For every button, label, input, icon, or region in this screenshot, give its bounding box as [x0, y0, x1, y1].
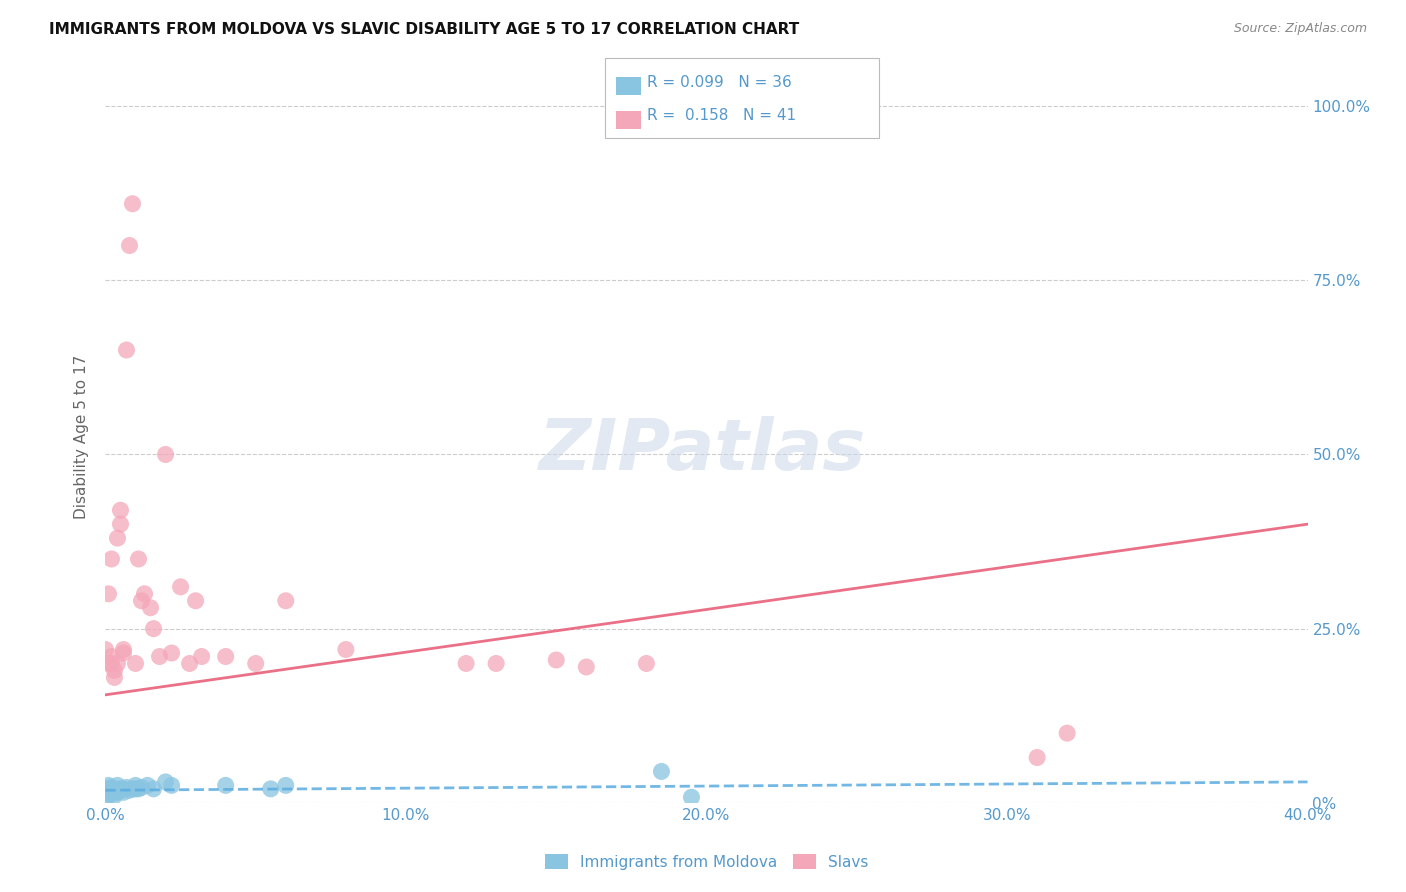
Point	[97, 783, 120, 797]
Point	[142, 622, 165, 636]
Point	[100, 552, 122, 566]
Point	[94, 642, 117, 657]
Point	[107, 783, 129, 797]
Point	[160, 646, 183, 660]
Point	[169, 580, 191, 594]
Point	[128, 552, 150, 566]
Point	[139, 600, 162, 615]
Point	[681, 790, 703, 805]
Point	[546, 653, 568, 667]
Point	[128, 781, 150, 796]
Point	[124, 657, 146, 671]
Point	[335, 642, 357, 657]
Point	[214, 778, 236, 792]
Point	[112, 646, 135, 660]
Point	[136, 778, 159, 792]
Point	[97, 785, 120, 799]
Point	[110, 517, 132, 532]
Point	[160, 778, 183, 792]
Point	[131, 780, 153, 795]
Point	[107, 778, 129, 792]
Point	[103, 789, 125, 803]
Point	[245, 657, 267, 671]
Point	[100, 657, 122, 671]
Point	[107, 785, 129, 799]
Point	[97, 778, 120, 792]
Point	[650, 764, 672, 779]
Point	[575, 660, 598, 674]
Point	[131, 594, 153, 608]
Point	[134, 587, 156, 601]
Text: IMMIGRANTS FROM MOLDOVA VS SLAVIC DISABILITY AGE 5 TO 17 CORRELATION CHART: IMMIGRANTS FROM MOLDOVA VS SLAVIC DISABI…	[49, 22, 800, 37]
Point	[97, 789, 120, 803]
Point	[110, 503, 132, 517]
Point	[121, 196, 143, 211]
Point	[107, 657, 129, 671]
Point	[100, 785, 122, 799]
Text: Source: ZipAtlas.com: Source: ZipAtlas.com	[1233, 22, 1367, 36]
Point	[155, 775, 177, 789]
Point	[454, 657, 477, 671]
Point	[103, 785, 125, 799]
Point	[115, 780, 138, 795]
Legend: Immigrants from Moldova, Slavs: Immigrants from Moldova, Slavs	[538, 847, 875, 876]
Point	[103, 664, 125, 678]
Point	[124, 778, 146, 792]
Point	[112, 642, 135, 657]
Point	[103, 670, 125, 684]
Point	[110, 781, 132, 796]
Text: R =  0.158   N = 41: R = 0.158 N = 41	[647, 109, 796, 123]
Point	[107, 531, 129, 545]
Point	[190, 649, 212, 664]
Point	[110, 783, 132, 797]
Point	[118, 238, 141, 252]
Point	[260, 781, 283, 796]
Point	[179, 657, 201, 671]
Point	[100, 780, 122, 795]
Point	[103, 781, 125, 796]
Point	[274, 778, 297, 792]
Text: R = 0.099   N = 36: R = 0.099 N = 36	[647, 75, 792, 89]
Point	[1026, 750, 1049, 764]
Point	[148, 649, 170, 664]
Point	[100, 781, 122, 796]
Point	[97, 788, 120, 802]
Point	[112, 785, 135, 799]
Point	[1056, 726, 1078, 740]
Point	[184, 594, 207, 608]
Text: ZIPatlas: ZIPatlas	[540, 416, 866, 485]
Point	[274, 594, 297, 608]
Point	[115, 343, 138, 357]
Point	[100, 649, 122, 664]
Point	[124, 781, 146, 796]
Point	[155, 448, 177, 462]
Point	[121, 781, 143, 796]
Point	[142, 781, 165, 796]
Point	[636, 657, 658, 671]
Point	[118, 783, 141, 797]
Point	[485, 657, 508, 671]
Point	[94, 781, 117, 796]
Point	[100, 783, 122, 797]
Point	[97, 587, 120, 601]
Point	[214, 649, 236, 664]
Point	[112, 781, 135, 796]
Y-axis label: Disability Age 5 to 17: Disability Age 5 to 17	[75, 355, 90, 519]
Point	[97, 657, 120, 671]
